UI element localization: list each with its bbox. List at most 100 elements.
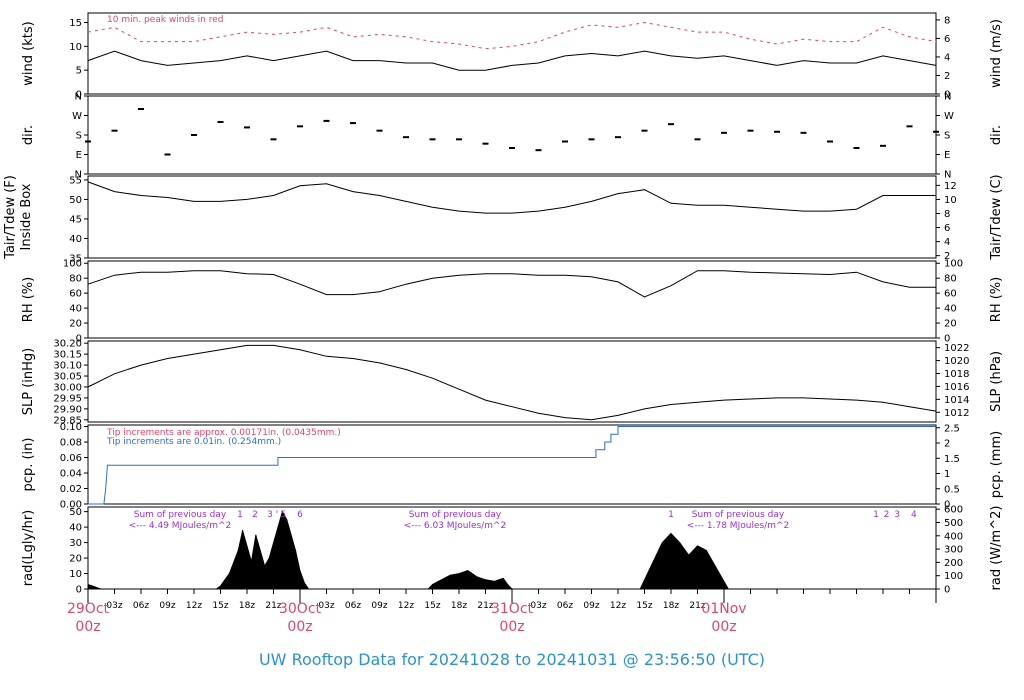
rad-right-tick-label: 0 xyxy=(944,585,950,596)
temp-left-tick-label: 50 xyxy=(69,195,82,206)
rh-right-tick-label: 20 xyxy=(944,319,957,330)
wind-left-tick-label: 0 xyxy=(76,90,82,101)
wind-right-axis-title: wind (m/s) xyxy=(989,19,1004,88)
rad-hour-mark: 1 xyxy=(668,510,674,520)
day-label-date: 29Oct xyxy=(67,601,110,617)
rad-hour-mark: ' xyxy=(276,510,278,520)
wind-panel: 0 5 10 15 0 2 4 6 8 wind (kts) wind (m/s) 10 min. p… xyxy=(21,12,1004,101)
day-label-hour: 00z xyxy=(499,619,524,635)
pcp-left-tick-label: 0.00 xyxy=(60,500,82,511)
rh-left-tick-label: 100 xyxy=(63,259,82,270)
pcp-series-0 xyxy=(88,426,936,505)
rh-right-axis-title: RH (%) xyxy=(989,277,1004,322)
hour-label: 06z xyxy=(133,601,149,611)
hour-label: 09z xyxy=(371,601,387,611)
dir-right-axis-title: dir. xyxy=(989,125,1004,145)
rh-right-tick-label: 80 xyxy=(944,274,957,285)
pcp-left-tick-label: 0.04 xyxy=(60,469,82,480)
hour-label: 09z xyxy=(159,601,175,611)
hour-label: 09z xyxy=(583,601,599,611)
rad-sum-line1: Sum of previous day xyxy=(409,510,502,520)
dir-right-tick-label: S xyxy=(944,131,950,142)
pcp-note-approx: Tip increments are approx. 0.00171in. (0… xyxy=(106,428,341,438)
slp-right-tick-label: 1016 xyxy=(944,382,969,393)
rad-hour-mark: 1 xyxy=(237,510,243,520)
temp-left-axis-title-1: Tair/Tdew (F) xyxy=(3,175,18,260)
pcp-right-tick-label: 2 xyxy=(944,439,950,450)
rad-hour-mark: 3 xyxy=(894,510,900,520)
rad-hour-mark: 4 xyxy=(911,510,917,520)
slp-left-tick-label: 29.90 xyxy=(53,404,82,415)
dir-left-tick-label: E xyxy=(76,150,82,161)
rad-right-tick-label: 100 xyxy=(944,571,963,582)
hour-label: 18z xyxy=(663,601,679,611)
wind-right-tick-label: 4 xyxy=(944,52,950,63)
pcp-right-tick-label: 0.5 xyxy=(944,484,960,495)
hour-label: 21z xyxy=(689,601,705,611)
rad-left-tick-label: 20 xyxy=(69,554,82,565)
hour-label: 15z xyxy=(424,601,440,611)
slp-left-tick-label: 30.15 xyxy=(53,350,82,361)
rad-sum-line2: <--- 4.49 MJoules/m^2 xyxy=(129,521,231,531)
rad-hour-mark: 5 xyxy=(280,510,286,520)
slp-series-0 xyxy=(87,344,937,421)
wind-left-axis-title: wind (kts) xyxy=(21,21,36,85)
slp-left-tick-label: 30.10 xyxy=(53,361,82,372)
rh-right-tick-label: 100 xyxy=(944,259,963,270)
temp-left-tick-label: 40 xyxy=(69,234,82,245)
hour-label: 12z xyxy=(186,601,202,611)
rad-right-tick-label: 500 xyxy=(944,518,963,529)
rad-right-tick-label: 300 xyxy=(944,545,963,556)
rad-sum-line2: <--- 6.03 MJoules/m^2 xyxy=(404,521,506,531)
wind-right-tick-label: 2 xyxy=(944,71,950,82)
hour-label: 06z xyxy=(345,601,361,611)
slp-frame xyxy=(87,340,937,423)
slp-right-tick-label: 1022 xyxy=(944,343,969,354)
wind-frame xyxy=(87,12,937,95)
slp-left-tick-label: 29.95 xyxy=(53,393,82,404)
day-label-date: 01Nov xyxy=(701,601,746,617)
rh-right-tick-label: 40 xyxy=(944,304,957,315)
pcp-left-tick-label: 0.10 xyxy=(60,422,82,433)
rad-left-tick-label: 0 xyxy=(76,585,82,596)
rad-right-tick-label: 200 xyxy=(944,558,963,569)
slp-right-tick-label: 1020 xyxy=(944,356,969,367)
day-label-hour: 00z xyxy=(75,619,100,635)
rad-sum-line1: Sum of previous day xyxy=(134,510,227,520)
temp-right-tick-label: 8 xyxy=(944,209,950,220)
rh-left-tick-label: 0 xyxy=(76,334,82,345)
wind-peak-note: 10 min. peak winds in red xyxy=(107,15,224,25)
slp-left-axis-title: SLP (inHg) xyxy=(21,348,36,416)
dir-right-tick-label: W xyxy=(944,111,954,122)
slp-right-axis-title: SLP (hPa) xyxy=(989,351,1004,412)
rad-hour-mark: 3 xyxy=(267,510,273,520)
temp-frame xyxy=(87,175,937,259)
dir-left-tick-label: S xyxy=(76,131,82,142)
footer-title: UW Rooftop Data for 20241028 to 20241031… xyxy=(259,650,765,669)
wind-right-tick-label: 8 xyxy=(944,15,950,26)
hour-label: 12z xyxy=(398,601,414,611)
pcp-right-tick-label: 0 xyxy=(944,500,950,511)
pcp-left-axis-title: pcp. (in) xyxy=(21,438,36,492)
rh-frame xyxy=(87,260,937,339)
slp-right-tick-label: 1012 xyxy=(944,408,969,419)
dir-right-tick-label: E xyxy=(944,150,950,161)
rh-left-tick-label: 80 xyxy=(69,274,82,285)
pcp-left-tick-label: 0.06 xyxy=(60,453,82,464)
temp-right-tick-label: 2 xyxy=(944,251,950,262)
rad-hour-mark: 6 xyxy=(297,510,303,520)
rh-left-tick-label: 60 xyxy=(69,289,82,300)
wind-left-tick-label: 15 xyxy=(69,18,82,29)
rad-left-tick-label: 40 xyxy=(69,523,82,534)
hour-label: 03z xyxy=(318,601,334,611)
rad-left-axis-title: rad(Lgly/hr) xyxy=(21,510,36,586)
rad-hour-mark: 2 xyxy=(884,510,890,520)
wind-right-tick-label: 0 xyxy=(944,90,950,101)
rh-series-0 xyxy=(87,270,936,298)
hour-label: 21z xyxy=(265,601,281,611)
slp-left-tick-label: 30.05 xyxy=(53,372,82,383)
wind-series-1 xyxy=(87,21,937,50)
dir-left-tick-label: N xyxy=(75,170,82,181)
